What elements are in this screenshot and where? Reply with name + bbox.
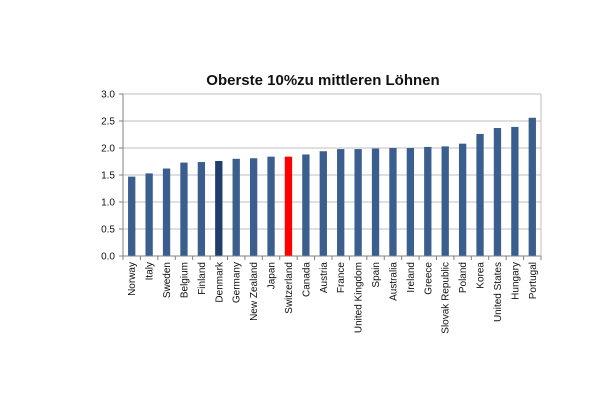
bar-slovak-republic — [441, 146, 449, 256]
x-tick-label: Finland — [197, 262, 208, 295]
bar-poland — [458, 143, 467, 256]
x-tick-label: United Kingdom — [354, 262, 365, 333]
bar-italy — [145, 173, 153, 256]
bar-spain — [371, 148, 380, 256]
bar-hungary — [511, 126, 519, 256]
bar-sweden — [162, 168, 171, 256]
x-tick-label: United States — [493, 262, 504, 322]
x-tick-label: Australia — [388, 262, 399, 301]
x-tick-label: Greece — [423, 262, 434, 295]
x-tick-label: Italy — [145, 262, 156, 280]
y-tick-label: 3.0 — [101, 90, 115, 101]
x-tick-label: Sweden — [162, 262, 173, 298]
x-tick-label: Canada — [301, 262, 312, 297]
bars — [128, 117, 536, 256]
y-tick-label: 0.5 — [101, 225, 115, 236]
bar-australia — [389, 148, 397, 256]
x-tick-label: Switzerland — [284, 262, 295, 314]
x-tick-label: Slovak Republic — [441, 262, 452, 334]
bar-korea — [476, 133, 484, 256]
x-tick-label: Norway — [127, 262, 138, 296]
x-tick-label: France — [336, 262, 347, 294]
y-tick-label: 1.0 — [101, 198, 115, 209]
x-tick-label: Ireland — [406, 262, 417, 293]
x-tick-label: Portugal — [528, 262, 539, 299]
x-tick-label: Germany — [232, 262, 243, 303]
bar-denmark — [215, 160, 223, 256]
bar-japan — [267, 156, 275, 256]
y-tick-labels: 0.0 0.5 1.0 1.5 2.0 2.5 3.0 — [101, 90, 115, 263]
x-tick-label: Spain — [371, 262, 382, 288]
bar-norway — [128, 176, 136, 256]
x-tick-label: Denmark — [214, 261, 225, 303]
y-tick-label: 0.0 — [101, 252, 115, 263]
bar-greece — [424, 146, 432, 256]
gridlines — [123, 93, 542, 256]
x-tick-label: New Zealand — [249, 262, 260, 321]
bar-united-states — [493, 128, 502, 256]
x-tick-label: Hungary — [510, 262, 521, 300]
bar-canada — [302, 154, 310, 256]
bar-france — [337, 149, 345, 256]
x-tick-label: Belgium — [179, 262, 190, 298]
bar-belgium — [180, 162, 188, 256]
bar-germany — [232, 158, 240, 256]
chart-title: Oberste 10%zu mittleren Löhnen — [206, 72, 439, 89]
x-tick-label: Japan — [267, 262, 278, 289]
y-tick-label: 2.0 — [101, 144, 115, 155]
bar-finland — [197, 162, 206, 256]
x-tick-label: Austria — [319, 262, 330, 294]
bar-united-kingdom — [354, 149, 362, 256]
x-tick-label: Korea — [476, 262, 487, 289]
bar-new-zealand — [249, 158, 258, 256]
bar-ireland — [406, 148, 415, 256]
y-tick-label: 2.5 — [101, 117, 115, 128]
bar-switzerland — [284, 156, 293, 256]
axes — [119, 93, 542, 260]
x-tick-labels: Norway Italy Sweden Belgium Finland Denmark Ge… — [127, 261, 539, 334]
bar-portugal — [528, 117, 536, 256]
x-tick-label: Poland — [458, 262, 469, 293]
y-tick-label: 1.5 — [101, 171, 115, 182]
bar-austria — [319, 151, 327, 256]
